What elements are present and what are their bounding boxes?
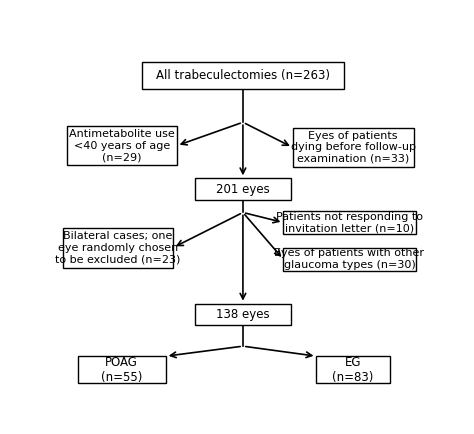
Text: POAG
(n=55): POAG (n=55) — [101, 355, 142, 384]
Text: Antimetabolite use
<40 years of age
(n=29): Antimetabolite use <40 years of age (n=2… — [69, 129, 174, 162]
FancyBboxPatch shape — [317, 356, 390, 383]
FancyBboxPatch shape — [292, 128, 414, 167]
FancyBboxPatch shape — [195, 178, 291, 200]
FancyBboxPatch shape — [142, 62, 344, 89]
Text: All trabeculectomies (n=263): All trabeculectomies (n=263) — [156, 69, 330, 82]
FancyBboxPatch shape — [63, 227, 173, 268]
FancyBboxPatch shape — [66, 126, 177, 165]
Text: 201 eyes: 201 eyes — [216, 183, 270, 196]
Text: EG
(n=83): EG (n=83) — [332, 355, 374, 384]
FancyBboxPatch shape — [78, 356, 166, 383]
FancyBboxPatch shape — [283, 247, 416, 271]
Text: Eyes of patients with other
glaucoma types (n=30): Eyes of patients with other glaucoma typ… — [274, 249, 424, 270]
Text: Bilateral cases; one
eye randomly chosen
to be excluded (n=23): Bilateral cases; one eye randomly chosen… — [55, 231, 181, 264]
FancyBboxPatch shape — [195, 303, 291, 325]
Text: Eyes of patients
dying before follow-up
examination (n=33): Eyes of patients dying before follow-up … — [291, 131, 416, 164]
FancyBboxPatch shape — [283, 211, 416, 234]
Text: 138 eyes: 138 eyes — [216, 308, 270, 321]
Text: Patients not responding to
invitation letter (n=10): Patients not responding to invitation le… — [276, 212, 423, 233]
